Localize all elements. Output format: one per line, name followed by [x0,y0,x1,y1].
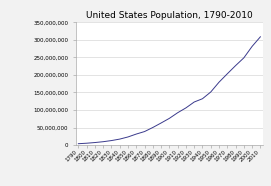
Title: United States Population, 1790-2010: United States Population, 1790-2010 [86,11,253,20]
